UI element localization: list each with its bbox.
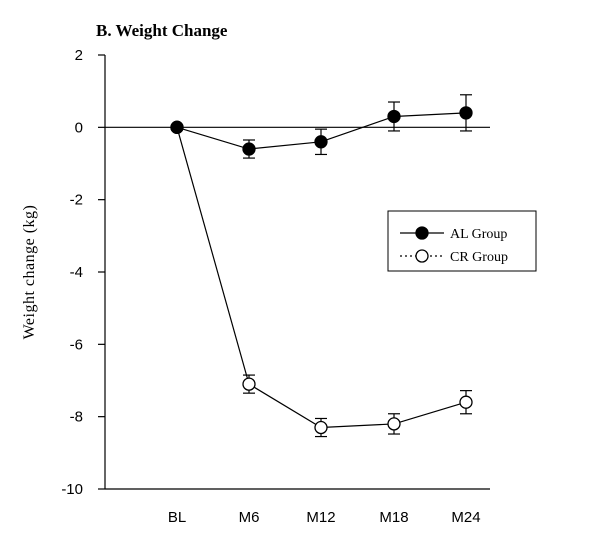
series-cr-group bbox=[170, 120, 473, 438]
legend-label: AL Group bbox=[450, 227, 507, 242]
x-tick-label: M18 bbox=[379, 509, 408, 526]
series-al-group bbox=[170, 94, 473, 159]
y-axis-label: Weight change (kg) bbox=[21, 205, 38, 340]
data-point bbox=[314, 135, 328, 149]
data-point bbox=[387, 417, 401, 431]
x-tick-label: BL bbox=[168, 509, 186, 526]
y-tick-label: -8 bbox=[70, 409, 83, 426]
y-tick-label: -6 bbox=[70, 336, 83, 353]
x-tick-label: M24 bbox=[451, 509, 480, 526]
legend-box bbox=[387, 210, 537, 272]
x-tick-label: M6 bbox=[239, 509, 260, 526]
data-point bbox=[459, 106, 473, 120]
series-line bbox=[176, 127, 467, 429]
legend: AL Group CR Group bbox=[387, 210, 537, 272]
legend-marker bbox=[415, 226, 429, 240]
data-point bbox=[314, 420, 328, 435]
data-point bbox=[242, 377, 256, 391]
legend-label: CR Group bbox=[450, 250, 508, 265]
data-point bbox=[459, 395, 473, 409]
y-tick-label: 0 bbox=[75, 119, 83, 136]
data-point bbox=[242, 142, 256, 156]
data-point bbox=[387, 109, 401, 124]
y-tick-label: -2 bbox=[70, 192, 83, 209]
y-tick-label: -4 bbox=[70, 264, 83, 281]
legend-marker bbox=[415, 249, 429, 263]
x-tick-label: M12 bbox=[306, 509, 335, 526]
y-tick-label: 2 bbox=[75, 47, 83, 64]
data-point bbox=[170, 120, 184, 134]
chart-title: B. Weight Change bbox=[96, 21, 228, 40]
plot-area bbox=[170, 94, 473, 438]
y-tick-label: -10 bbox=[61, 481, 83, 498]
axes: 2 0 -2 -4 -6 -8 -10 BL M6 M12 M18 M24 bbox=[61, 47, 490, 526]
